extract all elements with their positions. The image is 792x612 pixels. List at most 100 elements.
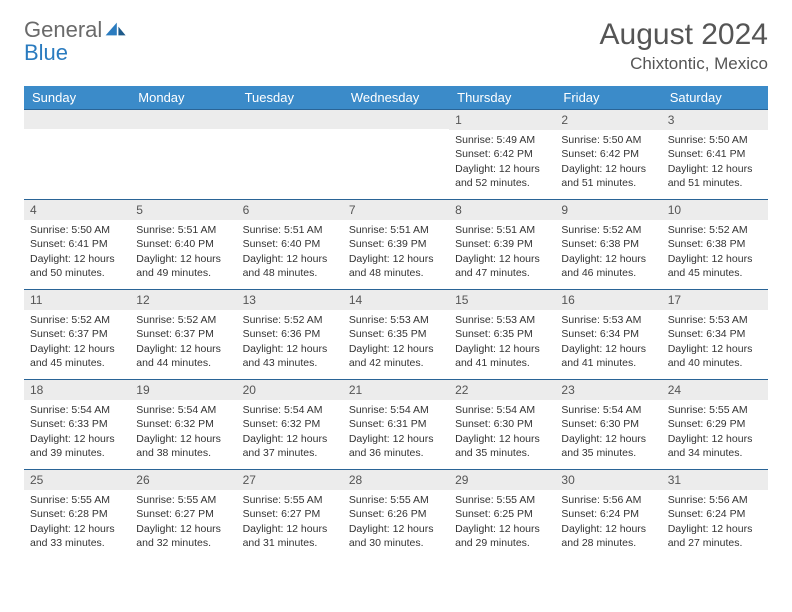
day-content: Sunrise: 5:54 AMSunset: 6:32 PMDaylight:… [130, 400, 236, 464]
sunrise-text: Sunrise: 5:51 AM [455, 223, 549, 237]
sunset-text: Sunset: 6:30 PM [455, 417, 549, 431]
daylight-text: Daylight: 12 hours and 41 minutes. [455, 342, 549, 370]
daylight-text: Daylight: 12 hours and 35 minutes. [455, 432, 549, 460]
sunrise-text: Sunrise: 5:50 AM [561, 133, 655, 147]
day-content: Sunrise: 5:52 AMSunset: 6:38 PMDaylight:… [555, 220, 661, 284]
daylight-text: Daylight: 12 hours and 32 minutes. [136, 522, 230, 550]
sunrise-text: Sunrise: 5:55 AM [243, 493, 337, 507]
sunrise-text: Sunrise: 5:56 AM [668, 493, 762, 507]
sunrise-text: Sunrise: 5:55 AM [136, 493, 230, 507]
weekday-header: Tuesday [237, 86, 343, 110]
calendar-day-cell: 3Sunrise: 5:50 AMSunset: 6:41 PMDaylight… [662, 110, 768, 200]
calendar-day-cell: 28Sunrise: 5:55 AMSunset: 6:26 PMDayligh… [343, 470, 449, 560]
daylight-text: Daylight: 12 hours and 48 minutes. [349, 252, 443, 280]
sunset-text: Sunset: 6:35 PM [455, 327, 549, 341]
calendar-week-row: 4Sunrise: 5:50 AMSunset: 6:41 PMDaylight… [24, 200, 768, 290]
daylight-text: Daylight: 12 hours and 39 minutes. [30, 432, 124, 460]
calendar-week-row: 18Sunrise: 5:54 AMSunset: 6:33 PMDayligh… [24, 380, 768, 470]
day-number: 20 [237, 380, 343, 400]
sunset-text: Sunset: 6:24 PM [561, 507, 655, 521]
daylight-text: Daylight: 12 hours and 27 minutes. [668, 522, 762, 550]
calendar-day-cell: 16Sunrise: 5:53 AMSunset: 6:34 PMDayligh… [555, 290, 661, 380]
day-number: 25 [24, 470, 130, 490]
day-content: Sunrise: 5:55 AMSunset: 6:26 PMDaylight:… [343, 490, 449, 554]
calendar-table: Sunday Monday Tuesday Wednesday Thursday… [24, 86, 768, 560]
day-number: 27 [237, 470, 343, 490]
sunset-text: Sunset: 6:27 PM [136, 507, 230, 521]
sunrise-text: Sunrise: 5:50 AM [30, 223, 124, 237]
calendar-day-cell: 19Sunrise: 5:54 AMSunset: 6:32 PMDayligh… [130, 380, 236, 470]
brand-part1: General [24, 17, 102, 42]
daylight-text: Daylight: 12 hours and 37 minutes. [243, 432, 337, 460]
calendar-day-cell: 23Sunrise: 5:54 AMSunset: 6:30 PMDayligh… [555, 380, 661, 470]
sunset-text: Sunset: 6:34 PM [561, 327, 655, 341]
day-content: Sunrise: 5:50 AMSunset: 6:42 PMDaylight:… [555, 130, 661, 194]
day-number: 31 [662, 470, 768, 490]
day-content: Sunrise: 5:50 AMSunset: 6:41 PMDaylight:… [24, 220, 130, 284]
daylight-text: Daylight: 12 hours and 47 minutes. [455, 252, 549, 280]
daylight-text: Daylight: 12 hours and 44 minutes. [136, 342, 230, 370]
day-content: Sunrise: 5:54 AMSunset: 6:32 PMDaylight:… [237, 400, 343, 464]
sunset-text: Sunset: 6:28 PM [30, 507, 124, 521]
calendar-day-cell: 8Sunrise: 5:51 AMSunset: 6:39 PMDaylight… [449, 200, 555, 290]
calendar-day-cell: 20Sunrise: 5:54 AMSunset: 6:32 PMDayligh… [237, 380, 343, 470]
day-content: Sunrise: 5:51 AMSunset: 6:40 PMDaylight:… [130, 220, 236, 284]
day-content: Sunrise: 5:54 AMSunset: 6:30 PMDaylight:… [555, 400, 661, 464]
sunrise-text: Sunrise: 5:50 AM [668, 133, 762, 147]
day-number: 2 [555, 110, 661, 130]
day-content: Sunrise: 5:49 AMSunset: 6:42 PMDaylight:… [449, 130, 555, 194]
daylight-text: Daylight: 12 hours and 49 minutes. [136, 252, 230, 280]
page-header: GeneralBlue August 2024 Chixtontic, Mexi… [24, 18, 768, 74]
sail-icon [104, 18, 128, 41]
daylight-text: Daylight: 12 hours and 46 minutes. [561, 252, 655, 280]
sunset-text: Sunset: 6:38 PM [668, 237, 762, 251]
sunrise-text: Sunrise: 5:55 AM [455, 493, 549, 507]
day-number: 24 [662, 380, 768, 400]
sunset-text: Sunset: 6:38 PM [561, 237, 655, 251]
sunrise-text: Sunrise: 5:54 AM [30, 403, 124, 417]
sunrise-text: Sunrise: 5:54 AM [243, 403, 337, 417]
calendar-day-cell: 18Sunrise: 5:54 AMSunset: 6:33 PMDayligh… [24, 380, 130, 470]
weekday-header: Saturday [662, 86, 768, 110]
daylight-text: Daylight: 12 hours and 36 minutes. [349, 432, 443, 460]
calendar-day-cell: 27Sunrise: 5:55 AMSunset: 6:27 PMDayligh… [237, 470, 343, 560]
page-title: August 2024 [600, 18, 768, 52]
daylight-text: Daylight: 12 hours and 43 minutes. [243, 342, 337, 370]
day-content: Sunrise: 5:51 AMSunset: 6:39 PMDaylight:… [343, 220, 449, 284]
sunset-text: Sunset: 6:35 PM [349, 327, 443, 341]
day-content: Sunrise: 5:55 AMSunset: 6:27 PMDaylight:… [130, 490, 236, 554]
day-number: 13 [237, 290, 343, 310]
sunset-text: Sunset: 6:41 PM [668, 147, 762, 161]
sunset-text: Sunset: 6:26 PM [349, 507, 443, 521]
day-content: Sunrise: 5:52 AMSunset: 6:37 PMDaylight:… [24, 310, 130, 374]
calendar-day-cell: 5Sunrise: 5:51 AMSunset: 6:40 PMDaylight… [130, 200, 236, 290]
weekday-header: Thursday [449, 86, 555, 110]
daylight-text: Daylight: 12 hours and 40 minutes. [668, 342, 762, 370]
day-content: Sunrise: 5:55 AMSunset: 6:27 PMDaylight:… [237, 490, 343, 554]
calendar-day-cell: 2Sunrise: 5:50 AMSunset: 6:42 PMDaylight… [555, 110, 661, 200]
calendar-day-cell: 22Sunrise: 5:54 AMSunset: 6:30 PMDayligh… [449, 380, 555, 470]
calendar-day-cell: 14Sunrise: 5:53 AMSunset: 6:35 PMDayligh… [343, 290, 449, 380]
calendar-day-cell: 4Sunrise: 5:50 AMSunset: 6:41 PMDaylight… [24, 200, 130, 290]
calendar-day-cell: 12Sunrise: 5:52 AMSunset: 6:37 PMDayligh… [130, 290, 236, 380]
daylight-text: Daylight: 12 hours and 28 minutes. [561, 522, 655, 550]
day-content: Sunrise: 5:50 AMSunset: 6:41 PMDaylight:… [662, 130, 768, 194]
day-content: Sunrise: 5:54 AMSunset: 6:30 PMDaylight:… [449, 400, 555, 464]
day-content: Sunrise: 5:55 AMSunset: 6:29 PMDaylight:… [662, 400, 768, 464]
day-number: 7 [343, 200, 449, 220]
sunset-text: Sunset: 6:25 PM [455, 507, 549, 521]
daylight-text: Daylight: 12 hours and 48 minutes. [243, 252, 337, 280]
day-number: 26 [130, 470, 236, 490]
day-number: 5 [130, 200, 236, 220]
day-content: Sunrise: 5:52 AMSunset: 6:38 PMDaylight:… [662, 220, 768, 284]
day-content: Sunrise: 5:51 AMSunset: 6:40 PMDaylight:… [237, 220, 343, 284]
daylight-text: Daylight: 12 hours and 34 minutes. [668, 432, 762, 460]
sunset-text: Sunset: 6:24 PM [668, 507, 762, 521]
sunrise-text: Sunrise: 5:53 AM [349, 313, 443, 327]
calendar-day-cell: 17Sunrise: 5:53 AMSunset: 6:34 PMDayligh… [662, 290, 768, 380]
day-content: Sunrise: 5:53 AMSunset: 6:34 PMDaylight:… [662, 310, 768, 374]
day-content: Sunrise: 5:56 AMSunset: 6:24 PMDaylight:… [555, 490, 661, 554]
calendar-week-row: 1Sunrise: 5:49 AMSunset: 6:42 PMDaylight… [24, 110, 768, 200]
sunrise-text: Sunrise: 5:53 AM [668, 313, 762, 327]
calendar-day-cell: 25Sunrise: 5:55 AMSunset: 6:28 PMDayligh… [24, 470, 130, 560]
